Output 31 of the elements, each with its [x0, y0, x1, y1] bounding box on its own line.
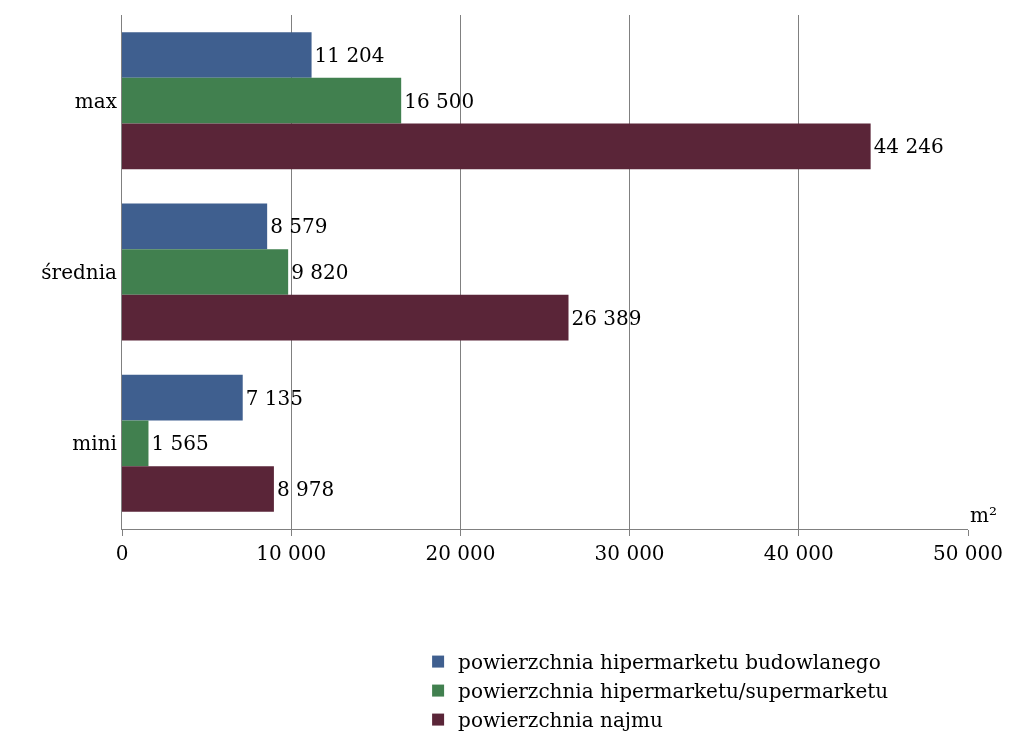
x-tick-label: 20 000	[425, 541, 496, 565]
data-label: 8 978	[276, 477, 335, 502]
y-tick-label: max	[74, 88, 118, 113]
data-label: 9 820	[291, 260, 349, 284]
bar	[122, 32, 312, 78]
bar	[122, 420, 149, 467]
x-tick-label: 40 000	[763, 541, 834, 565]
bar	[122, 466, 274, 512]
data-label: 7 135	[245, 385, 303, 410]
bar	[122, 249, 289, 295]
legend-label: powierzchnia hipermarketu budowlanego	[458, 650, 881, 675]
text: m²	[970, 503, 997, 527]
legend-label: powierzchnia hipermarketu/supermarketu	[458, 679, 889, 704]
data-label: 8 579	[270, 214, 328, 239]
bar	[122, 203, 268, 250]
y-tick-label: średnia	[41, 260, 118, 284]
data-label: 11 204	[314, 42, 385, 67]
bar	[122, 123, 871, 170]
data-label: 16 500	[404, 88, 475, 113]
data-label: 26 389	[571, 305, 642, 330]
data-label: 44 246	[873, 134, 944, 159]
x-tick-label: 10 000	[256, 541, 327, 565]
x-tick-label: 30 000	[594, 541, 665, 565]
bar	[122, 77, 402, 124]
data-label: 1 565	[151, 431, 209, 456]
x-tick-label: 50 000	[933, 541, 1003, 565]
bar	[122, 294, 569, 341]
bar	[122, 374, 243, 421]
y-tick-label: mini	[72, 431, 117, 456]
x-tick-label: 0	[115, 541, 129, 565]
legend-label: powierzchnia najmu	[458, 708, 663, 733]
